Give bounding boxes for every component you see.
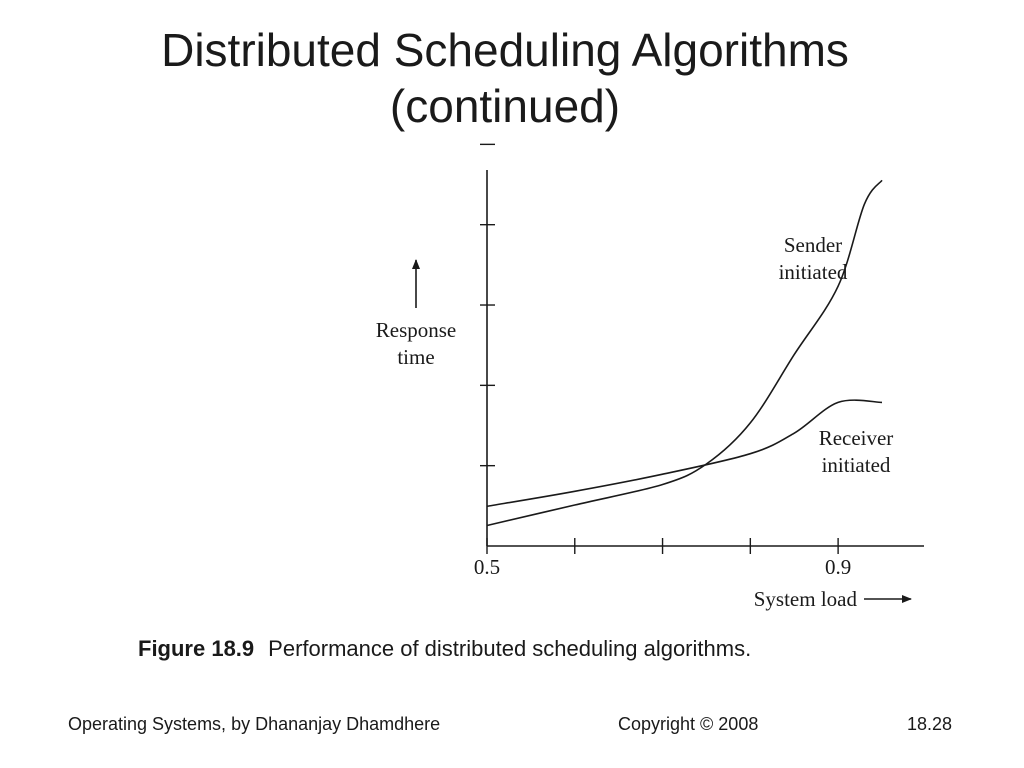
- figure-number: Figure 18.9: [138, 636, 255, 661]
- slide-title-line1: Distributed Scheduling Algorithms: [161, 24, 849, 76]
- series-label-receiver-line2: initiated: [822, 453, 891, 477]
- x-tick-label-1: 0.9: [825, 555, 851, 579]
- slide-title-line2: (continued): [389, 80, 621, 132]
- ticks: 0.5 0.9: [474, 143, 851, 579]
- figure-caption: Figure 18.9 Performance of distributed sc…: [138, 636, 751, 662]
- figure-caption-text: Performance of distributed scheduling al…: [268, 636, 752, 661]
- series-label-sender-line2: initiated: [779, 260, 848, 284]
- series: [486, 179, 883, 527]
- receiver-initiated-curve: [486, 399, 883, 508]
- slide-title: Distributed Scheduling Algorithms (conti…: [0, 22, 1010, 134]
- series-label-receiver-line1: Receiver: [819, 426, 894, 450]
- series-label-sender-line1: Sender: [784, 233, 842, 257]
- axes: [486, 170, 924, 547]
- x-tick-label-0: 0.5: [474, 555, 500, 579]
- y-axis-label-line1: Response: [376, 318, 457, 342]
- footer-book-credit: Operating Systems, by Dhananjay Dhamdher…: [68, 714, 441, 734]
- y-axis-label-line2: time: [397, 345, 434, 369]
- sender-initiated-curve: [486, 179, 883, 527]
- footer-copyright: Copyright © 2008: [618, 714, 759, 734]
- footer-slide-number: 18.28: [906, 714, 952, 734]
- x-axis-label: System load: [754, 587, 858, 611]
